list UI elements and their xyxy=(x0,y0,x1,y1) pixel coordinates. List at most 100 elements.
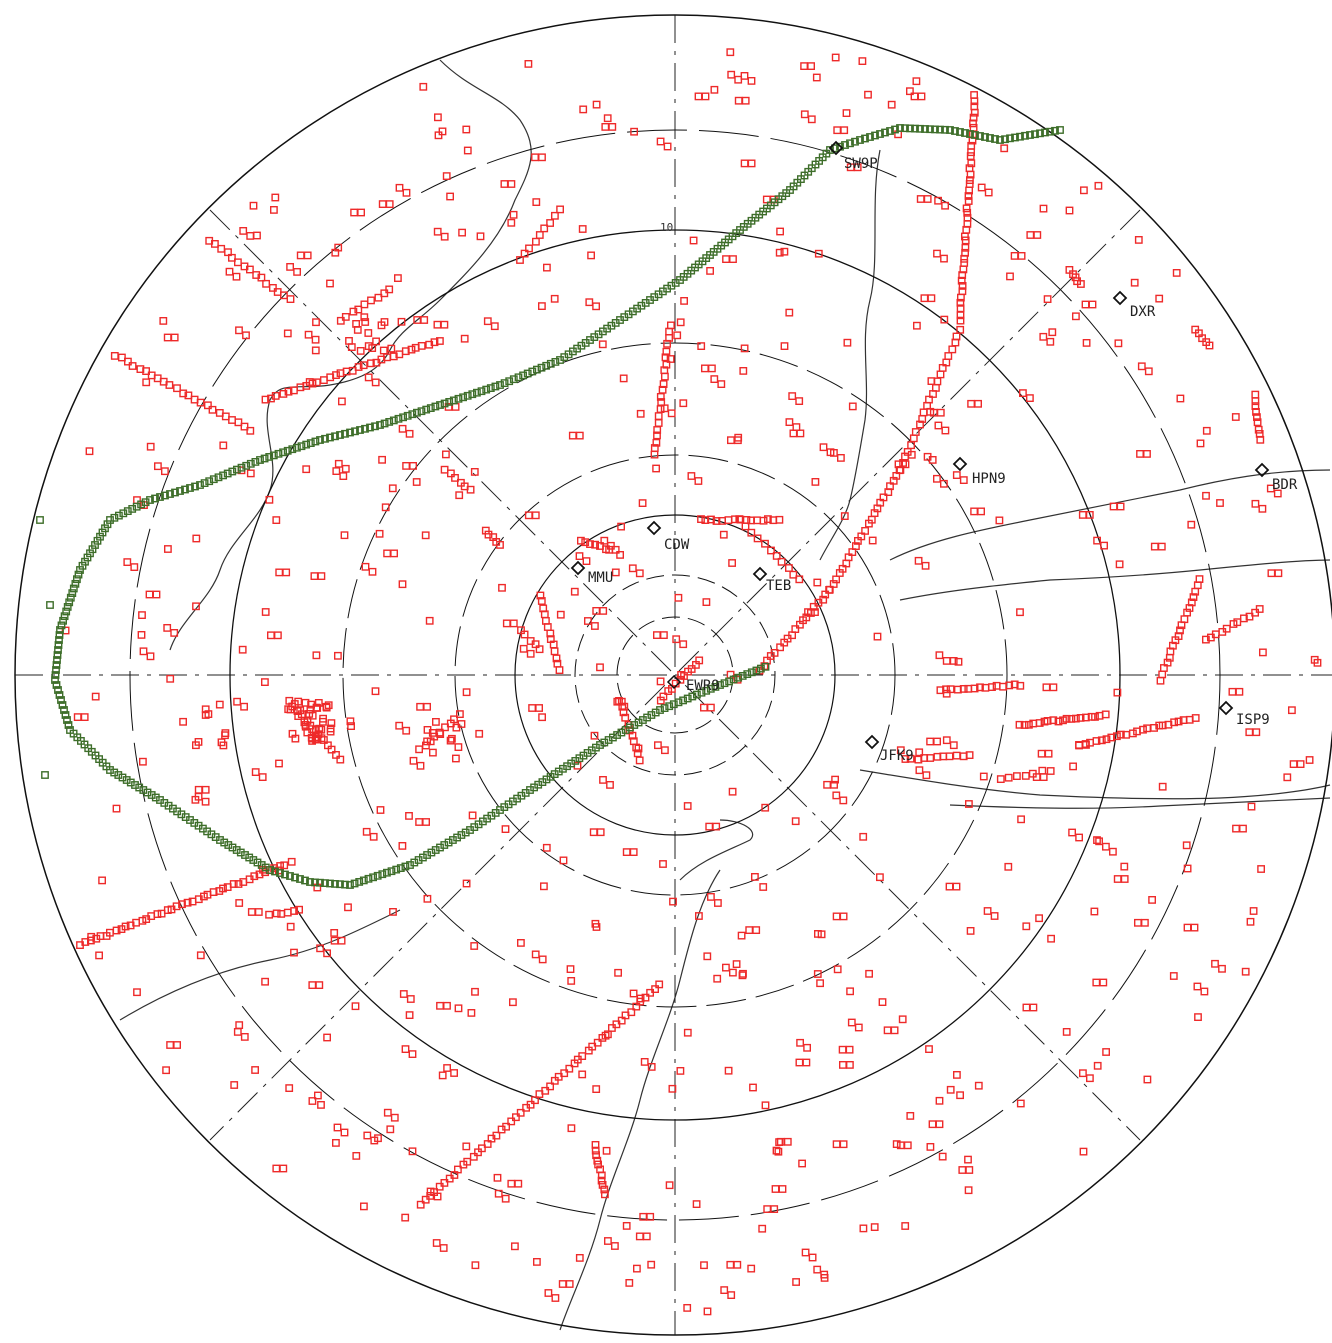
track-square-icon xyxy=(369,873,377,882)
track-square-icon xyxy=(468,390,477,399)
clutter-square-icon xyxy=(341,313,350,321)
track-square-icon xyxy=(55,636,63,644)
clutter-square-icon xyxy=(1004,773,1013,782)
track-square-icon xyxy=(186,484,194,492)
track-square-icon xyxy=(376,421,384,429)
track-square-icon xyxy=(260,454,269,463)
track-square-icon xyxy=(288,445,297,454)
clutter-square-icon xyxy=(669,897,677,906)
fix-label-sw9p: SW9P xyxy=(844,156,878,172)
clutter-square-icon xyxy=(923,195,932,203)
clutter-square-icon xyxy=(689,236,698,245)
clutter-square-icon xyxy=(792,1278,801,1286)
clutter-square-icon xyxy=(936,408,945,417)
clutter-square-icon xyxy=(847,1018,856,1027)
clutter-square-icon xyxy=(916,420,924,429)
clutter-square-icon xyxy=(761,803,770,812)
clutter-square-icon xyxy=(821,590,830,599)
clutter-square-icon xyxy=(702,598,711,607)
clutter-square-icon xyxy=(940,479,948,488)
clutter-square-icon xyxy=(556,610,565,619)
coastline-long-island-mid xyxy=(899,559,1331,601)
clutter-square-icon xyxy=(163,545,172,553)
track-square-icon xyxy=(78,561,87,570)
clutter-square-icon xyxy=(272,909,281,918)
clutter-square-icon xyxy=(990,912,999,920)
fix-label-hpn9: HPN9 xyxy=(972,471,1006,487)
clutter-square-icon xyxy=(170,333,179,342)
clutter-square-icon xyxy=(1191,587,1200,596)
clutter-square-icon xyxy=(629,989,638,998)
clutter-square-icon xyxy=(1241,967,1250,976)
clutter-square-icon xyxy=(242,331,250,340)
fix-diamond-icon xyxy=(1112,290,1128,306)
clutter-square-icon xyxy=(1082,339,1091,347)
clutter-square-icon xyxy=(398,842,407,850)
clutter-square-icon xyxy=(832,791,841,800)
clutter-square-icon xyxy=(674,593,683,602)
fix-diamond-icon xyxy=(1218,700,1234,716)
clutter-square-icon xyxy=(362,827,371,836)
track-square-icon xyxy=(528,367,537,376)
clutter-square-icon xyxy=(633,1264,641,1273)
clutter-square-icon xyxy=(201,797,210,806)
track-square-icon xyxy=(296,875,304,883)
clutter-square-icon xyxy=(1179,716,1188,725)
clutter-square-icon xyxy=(390,549,398,558)
clutter-square-icon xyxy=(957,276,966,285)
clutter-square-icon xyxy=(454,1004,463,1013)
clutter-square-icon xyxy=(652,438,661,447)
clutter-square-icon xyxy=(423,894,432,903)
clutter-square-icon xyxy=(592,923,601,931)
clutter-square-icon xyxy=(577,536,585,545)
track-square-icon xyxy=(200,479,209,487)
clutter-square-icon xyxy=(1095,837,1104,846)
clutter-square-icon xyxy=(294,697,303,706)
clutter-square-icon xyxy=(1158,782,1167,791)
clutter-square-icon xyxy=(616,551,625,559)
range-ring-2 xyxy=(574,574,776,776)
clutter-square-icon xyxy=(395,721,404,730)
track-square-icon xyxy=(53,656,61,664)
clutter-square-icon xyxy=(1246,917,1255,926)
clutter-square-icon xyxy=(1033,231,1042,239)
track-square-icon xyxy=(119,509,128,518)
clutter-square-icon xyxy=(261,678,269,687)
track-square-icon xyxy=(146,496,154,504)
clutter-square-icon xyxy=(814,930,822,938)
track-square-icon xyxy=(851,137,859,146)
clutter-square-icon xyxy=(727,1291,736,1300)
clutter-square-icon xyxy=(941,426,950,435)
clutter-square-icon xyxy=(1081,713,1090,722)
clutter-square-icon xyxy=(694,477,703,485)
track-square-icon xyxy=(841,141,849,149)
clutter-square-icon xyxy=(584,617,592,625)
clutter-square-icon xyxy=(546,219,555,227)
clutter-square-icon xyxy=(261,395,270,404)
clutter-square-icon xyxy=(383,1108,392,1117)
clutter-square-icon xyxy=(552,654,561,663)
clutter-square-icon xyxy=(741,522,750,531)
track-square-icon xyxy=(916,124,924,133)
clutter-square-icon xyxy=(502,1122,510,1131)
clutter-square-icon xyxy=(1171,636,1180,645)
clutter-square-icon xyxy=(251,768,260,777)
clutter-square-icon xyxy=(372,337,380,346)
clutter-square-icon xyxy=(507,218,516,227)
track-square-icon xyxy=(161,491,169,500)
clutter-square-icon xyxy=(956,1091,965,1100)
clutter-square-icon xyxy=(578,225,587,233)
clutter-square-icon xyxy=(868,536,877,545)
track-square-icon xyxy=(361,424,369,433)
clutter-square-icon xyxy=(446,736,455,745)
clutter-square-icon xyxy=(813,970,822,978)
clutter-square-icon xyxy=(956,311,965,320)
track-square-icon xyxy=(856,136,864,144)
clutter-square-icon xyxy=(582,557,591,566)
clutter-square-icon xyxy=(965,186,974,195)
crosshair-diagonal-a xyxy=(209,209,1141,1141)
track-square-icon xyxy=(301,876,309,885)
clutter-square-icon xyxy=(896,746,905,755)
track-square-icon xyxy=(711,683,720,691)
clutter-square-icon xyxy=(1287,706,1296,715)
